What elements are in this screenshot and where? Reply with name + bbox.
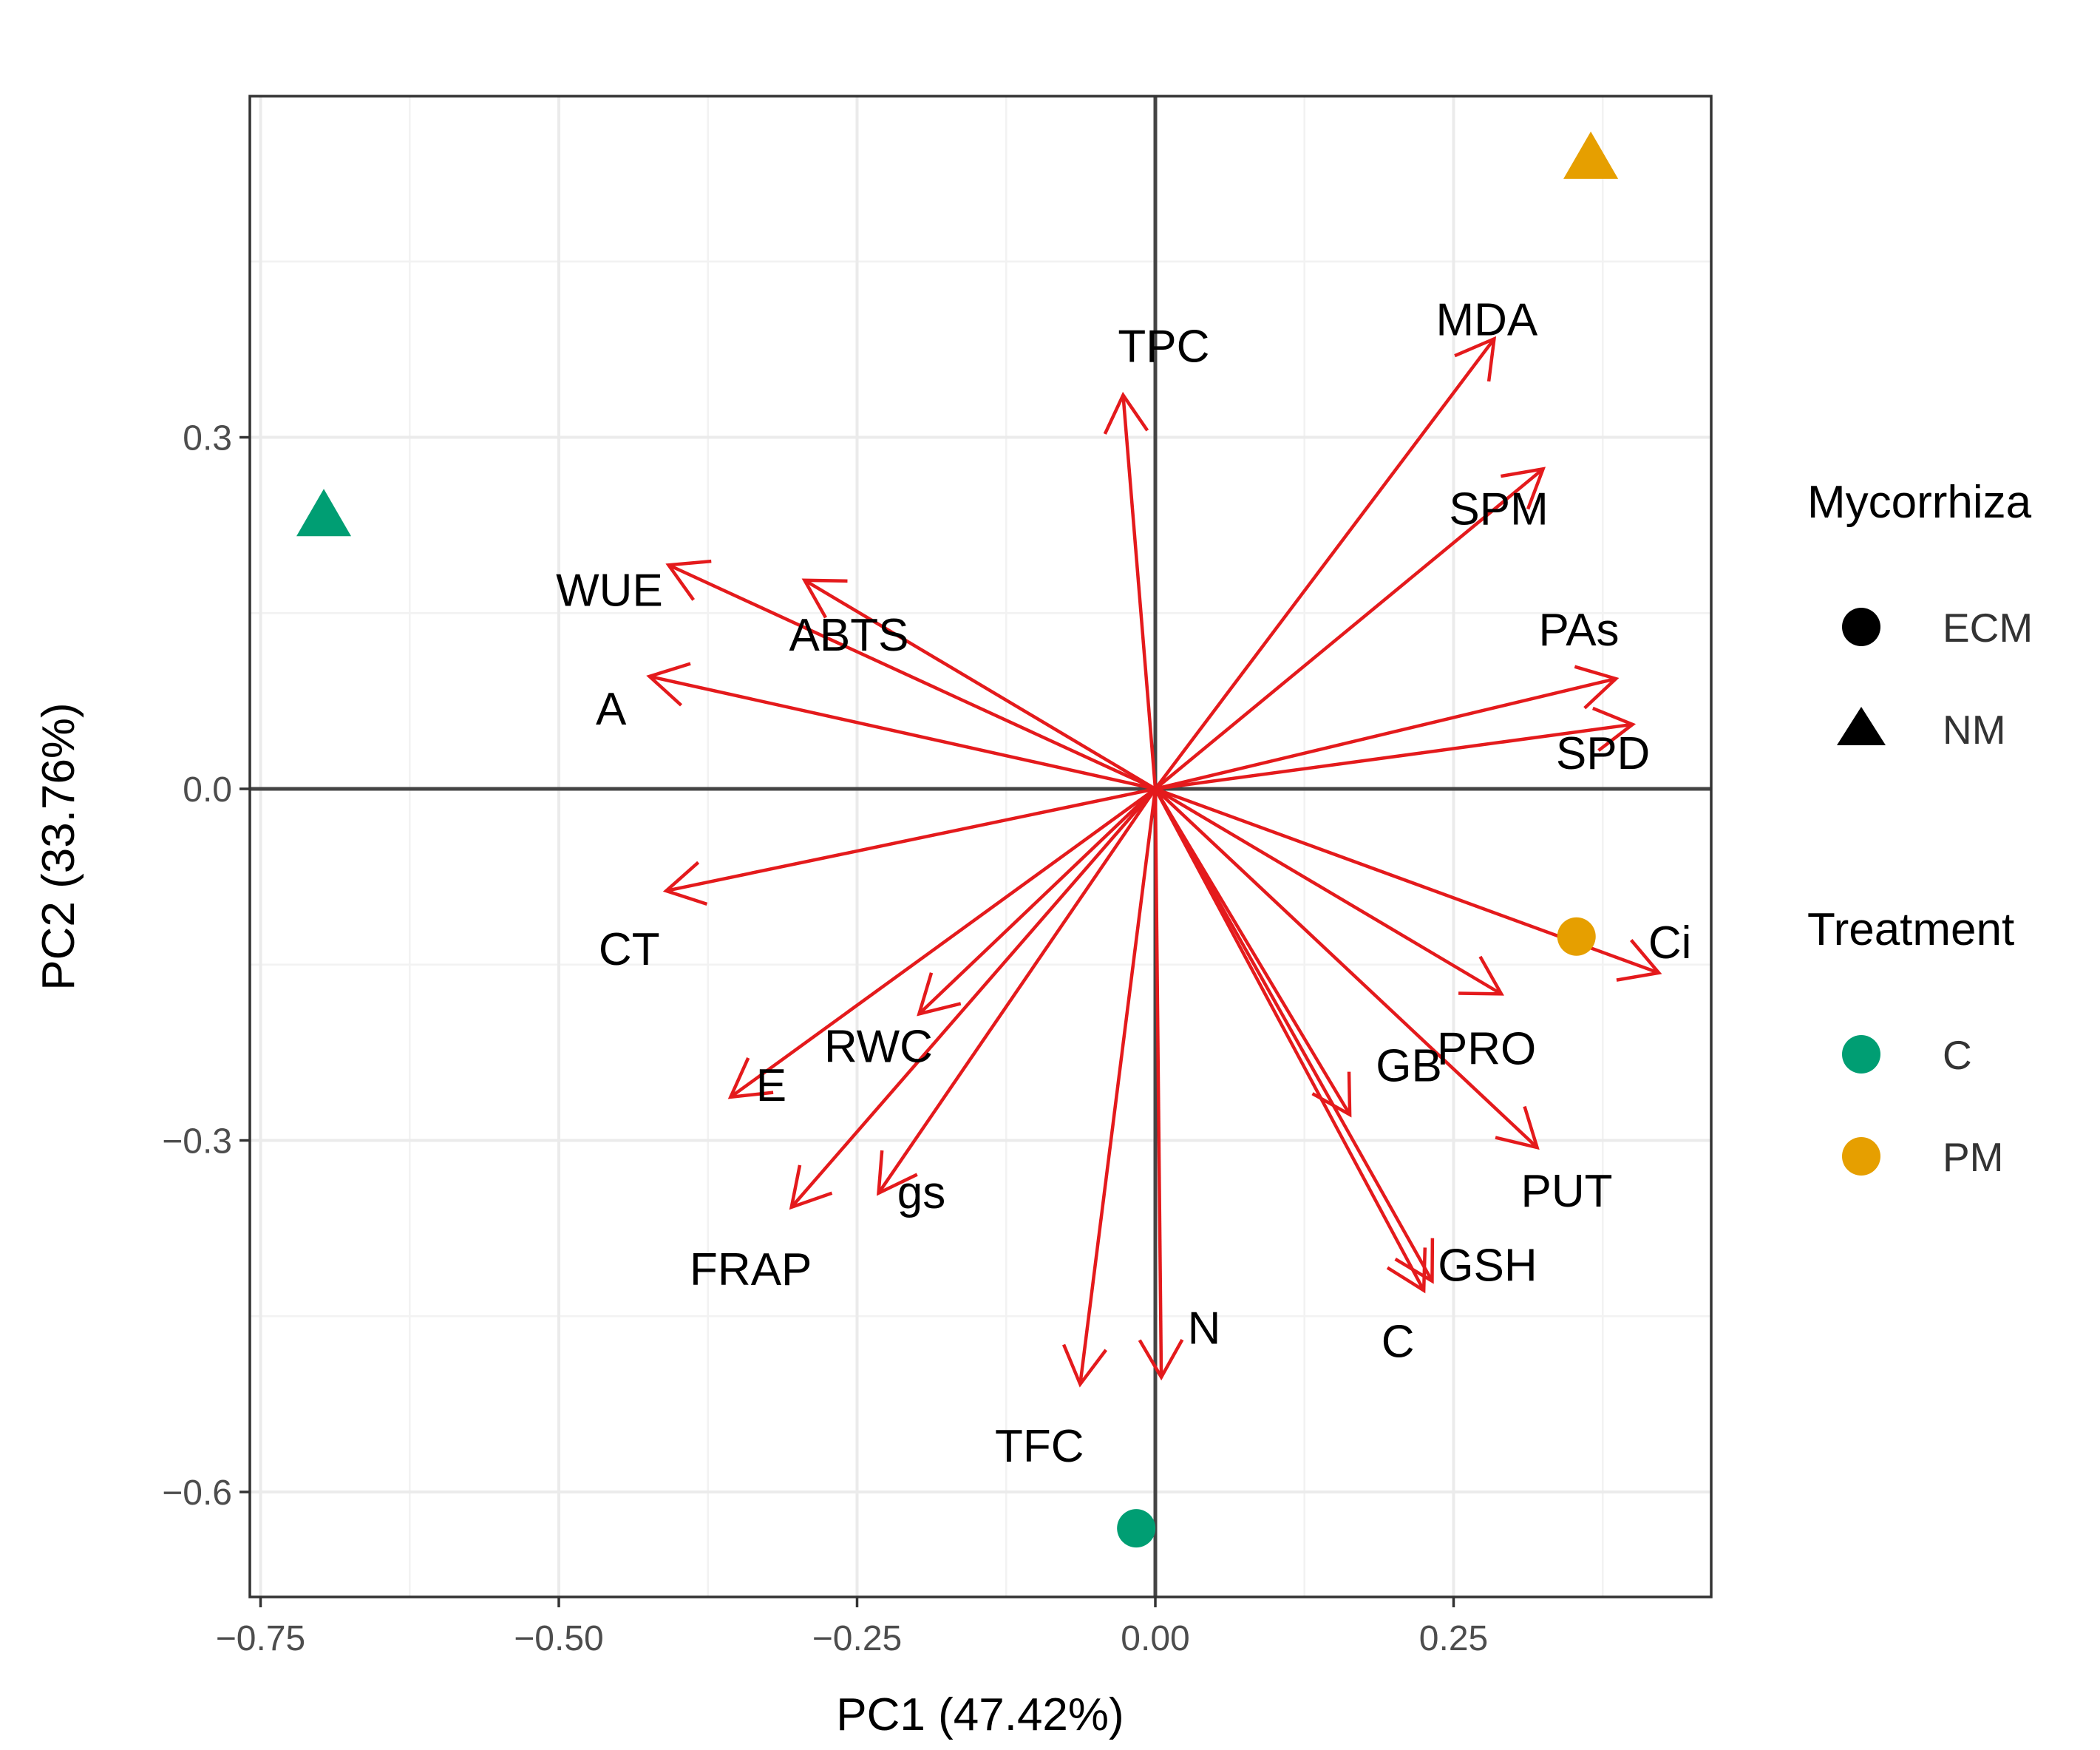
loading-label-MDA: MDA bbox=[1435, 294, 1537, 345]
arrow-head-N bbox=[1138, 1338, 1184, 1381]
arrow-head-TPC bbox=[1103, 391, 1149, 435]
arrow-head-gs bbox=[876, 1150, 918, 1196]
loading-arrow-E bbox=[730, 787, 1157, 1099]
loading-label-TPC: TPC bbox=[1118, 321, 1209, 372]
legend: Mycorrhiza ECM NM Treatment C PM bbox=[1807, 477, 2033, 1180]
legend-label-ECM: ECM bbox=[1943, 605, 2033, 651]
loading-label-GB: GB bbox=[1376, 1041, 1442, 1092]
arrow-head-SPM bbox=[1501, 467, 1546, 510]
y-tick-label: 0.0 bbox=[183, 770, 232, 810]
score-point-ECM-C bbox=[1117, 1509, 1156, 1548]
loading-label-SPD: SPD bbox=[1556, 728, 1650, 779]
score-point-NM-C bbox=[296, 489, 352, 537]
x-tick-label: −0.50 bbox=[514, 1619, 603, 1658]
loading-label-PUT: PUT bbox=[1520, 1166, 1612, 1217]
x-tick-label: −0.75 bbox=[216, 1619, 305, 1658]
legend-title: Mycorrhiza bbox=[1807, 477, 2032, 528]
y-tick-label: −0.6 bbox=[162, 1473, 232, 1513]
loading-labels: TPC MDA SPM WUE ABTS A PAs SPD CT Ci PRO RWC E GB PUT g… bbox=[556, 294, 1691, 1472]
loading-arrow-CT bbox=[665, 787, 1156, 893]
arrow-head-C bbox=[1386, 1247, 1427, 1294]
arrow-head-E bbox=[727, 1057, 774, 1099]
x-axis-title: PC1 (47.42%) bbox=[836, 1689, 1124, 1740]
arrow-head-PAs bbox=[1574, 665, 1620, 710]
loading-arrow-PRO bbox=[1154, 787, 1503, 996]
score-points bbox=[296, 131, 1619, 1548]
arrow-head-SPD bbox=[1592, 706, 1637, 752]
loading-arrow-TPC bbox=[1121, 395, 1158, 790]
loading-label-E: E bbox=[756, 1060, 786, 1111]
loading-label-ABTS: ABTS bbox=[789, 610, 909, 661]
loading-arrow-TFC bbox=[1078, 788, 1158, 1385]
arrow-head-RWC bbox=[917, 972, 962, 1017]
arrow-head-GB bbox=[1311, 1071, 1352, 1118]
loading-arrow-SPM bbox=[1154, 467, 1544, 790]
loading-arrow-PAs bbox=[1155, 676, 1617, 791]
legend-title: Treatment bbox=[1807, 904, 2014, 955]
loading-label-SPM: SPM bbox=[1449, 484, 1548, 535]
legend-key-NM bbox=[1837, 707, 1886, 745]
arrow-head-PRO bbox=[1458, 955, 1504, 996]
loading-arrow-RWC bbox=[917, 787, 1157, 1015]
legend-key-PM bbox=[1842, 1137, 1880, 1176]
arrow-head-FRAP bbox=[789, 1164, 833, 1210]
x-tick-label: −0.25 bbox=[812, 1619, 902, 1658]
arrow-head-CT bbox=[662, 861, 708, 906]
loading-label-N: N bbox=[1188, 1303, 1221, 1354]
loading-arrow-SPD bbox=[1155, 722, 1633, 791]
arrow-head-A bbox=[646, 662, 691, 707]
arrow-head-WUE bbox=[665, 559, 712, 601]
loading-label-gs: gs bbox=[897, 1167, 945, 1218]
loading-arrow-ABTS bbox=[803, 578, 1157, 790]
loading-arrow-N bbox=[1153, 788, 1163, 1377]
x-axis-ticks: −0.75 −0.50 −0.25 0.00 0.25 bbox=[216, 1597, 1488, 1658]
score-point-NM-PM bbox=[1563, 131, 1619, 179]
legend-label-NM: NM bbox=[1943, 707, 2006, 753]
loading-arrow-MDA bbox=[1154, 338, 1496, 790]
y-axis-ticks: 0.3 0.0 −0.3 −0.6 bbox=[162, 419, 250, 1513]
loading-label-WUE: WUE bbox=[556, 565, 663, 616]
loading-label-A: A bbox=[596, 684, 627, 735]
loading-label-PAs: PAs bbox=[1538, 605, 1619, 656]
loading-arrow-GSH bbox=[1154, 787, 1434, 1282]
loading-label-TFC: TFC bbox=[995, 1421, 1084, 1472]
loading-arrow-FRAP bbox=[790, 787, 1157, 1209]
legend-key-C bbox=[1842, 1035, 1880, 1074]
loading-label-GSH: GSH bbox=[1438, 1241, 1537, 1292]
score-point-ECM-PM bbox=[1557, 917, 1596, 956]
y-axis-title: PC2 (33.76%) bbox=[33, 702, 84, 990]
loading-label-RWC: RWC bbox=[824, 1021, 933, 1072]
plot-panel bbox=[250, 96, 1711, 1597]
arrow-head-PUT bbox=[1495, 1105, 1540, 1150]
y-tick-label: 0.3 bbox=[183, 419, 232, 458]
loading-arrow-gs bbox=[877, 787, 1157, 1195]
legend-label-C: C bbox=[1943, 1032, 1972, 1078]
loading-label-CT: CT bbox=[599, 924, 660, 975]
loading-label-FRAP: FRAP bbox=[690, 1244, 812, 1295]
loading-arrow-WUE bbox=[667, 563, 1156, 791]
x-tick-label: 0.25 bbox=[1419, 1619, 1488, 1658]
arrow-head-Ci bbox=[1616, 939, 1662, 982]
loading-arrow-C bbox=[1154, 787, 1426, 1292]
x-tick-label: 0.00 bbox=[1121, 1619, 1189, 1658]
loading-arrow-PUT bbox=[1154, 787, 1539, 1149]
arrow-head-MDA bbox=[1454, 336, 1497, 382]
arrow-head-TFC bbox=[1061, 1343, 1108, 1388]
legend-label-PM: PM bbox=[1943, 1134, 2004, 1180]
panel-border bbox=[248, 95, 1713, 1598]
arrow-head-GSH bbox=[1394, 1238, 1435, 1284]
legend-key-ECM bbox=[1842, 608, 1880, 646]
y-tick-label: −0.3 bbox=[162, 1122, 232, 1161]
loading-label-PRO: PRO bbox=[1437, 1023, 1536, 1074]
arrow-head-ABTS bbox=[801, 578, 848, 619]
loading-label-C: C bbox=[1382, 1316, 1415, 1367]
loading-label-Ci: Ci bbox=[1648, 918, 1692, 969]
loading-arrow-A bbox=[649, 674, 1156, 791]
